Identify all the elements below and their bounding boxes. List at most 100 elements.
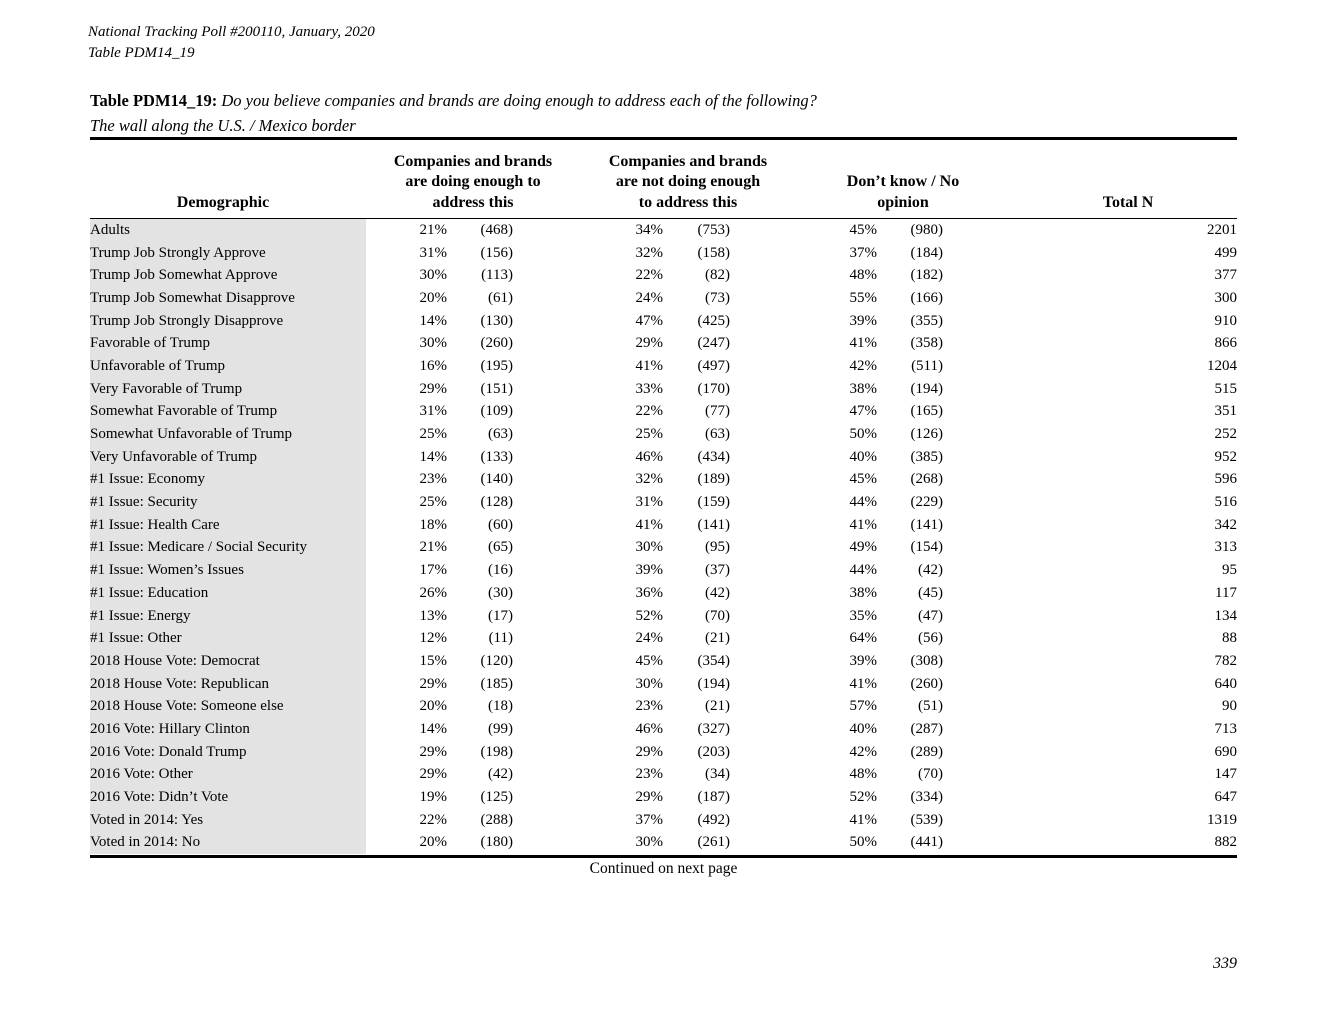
table-row: 2016 Vote: Didn’t Vote 19% (125) 29% (187) 52… [90,786,1237,809]
column-header-total-n: Total N [1102,193,1154,211]
cell-doing-enough-pct: 20% [419,698,448,715]
cell-dont-know-pct: 41% [849,675,878,692]
header-separator-rule [90,218,1237,220]
cell-total-n: 377 [1214,267,1238,284]
cell-gap [513,786,607,809]
cell-demographic: Voted in 2014: Yes [90,808,366,832]
cell-dont-know-pct: 41% [849,335,878,352]
cell-gap [513,514,607,537]
cell-not-doing-enough-n: (753) [697,221,731,238]
cell-dont-know-n: (289) [910,743,944,760]
cell-not-doing-enough-pct: 23% [635,698,664,715]
cell-dont-know-pct: 44% [849,562,878,579]
cell-doing-enough-pct: 21% [419,221,448,238]
table-row: Trump Job Somewhat Approve 30% (113) 22% (82… [90,264,1238,288]
cell-gap [730,219,821,242]
cell-not-doing-enough-pct: 30% [635,834,664,851]
cell-total-n: 782 [1214,652,1238,669]
cell-doing-enough-pct: 22% [419,811,448,828]
cell-not-doing-enough-pct: 39% [635,562,664,579]
cell-not-doing-enough-pct: 22% [635,267,664,284]
cell-not-doing-enough-n: (203) [697,743,731,760]
table-row: 2016 Vote: Other 29% (42) 23% (34) 48% (70) 147 [90,763,1238,787]
cell-dont-know-n: (45) [918,584,943,601]
cell-dont-know-n: (47) [918,607,943,624]
cell-doing-enough-pct: 25% [419,494,448,511]
cell-not-doing-enough-n: (247) [697,335,731,352]
cell-gap [366,219,390,242]
cell-gap [366,355,390,378]
cell-not-doing-enough-n: (194) [697,675,731,692]
cell-not-doing-enough-n: (95) [705,539,730,556]
cell-doing-enough-n: (195) [480,357,514,374]
cell-doing-enough-n: (198) [480,743,514,760]
table-title-subject: The wall along the U.S. / Mexico border [90,116,356,135]
cell-total-n: 342 [1214,516,1238,533]
cell-not-doing-enough-pct: 46% [635,720,664,737]
cell-not-doing-enough-n: (37) [705,562,730,579]
table-row: 2018 House Vote: Republican 29% (185) 30% (1… [90,672,1238,696]
cell-total-n: 313 [1214,539,1238,556]
cell-dont-know-pct: 38% [849,380,878,397]
cell-not-doing-enough-n: (434) [697,448,731,465]
cell-dont-know-pct: 40% [849,720,878,737]
document-header: National Tracking Poll #200110, January,… [88,22,375,64]
cell-doing-enough-n: (60) [488,516,513,533]
cell-not-doing-enough-pct: 36% [635,584,664,601]
table-row: 2016 Vote: Hillary Clinton 14% (99) 46% (327… [90,718,1237,741]
cell-dont-know-n: (385) [910,448,944,465]
cell-gap [513,832,607,855]
cell-not-doing-enough-n: (158) [697,244,731,261]
cell-demographic: #1 Issue: Education [90,582,366,605]
cell-dont-know-pct: 50% [849,426,878,443]
cell-not-doing-enough-n: (425) [697,312,731,329]
cell-demographic: #1 Issue: Health Care [90,513,366,537]
cell-doing-enough-n: (63) [488,426,513,443]
cell-dont-know-pct: 57% [849,698,878,715]
cell-dont-know-pct: 52% [849,789,878,806]
cell-gap [366,559,390,582]
cell-not-doing-enough-n: (327) [697,720,731,737]
cell-not-doing-enough-n: (354) [697,652,731,669]
cell-not-doing-enough-n: (492) [697,811,731,828]
cell-total-n: 640 [1214,675,1238,692]
cell-doing-enough-n: (120) [480,652,514,669]
cell-dont-know-pct: 40% [849,448,878,465]
cell-gap [513,605,607,628]
table-ref-line: Table PDM14_19 [88,45,195,61]
cell-demographic: Somewhat Favorable of Trump [90,400,366,424]
cell-gap [366,673,390,696]
cell-total-n: 499 [1214,244,1238,261]
table-title: Table PDM14_19: Do you believe companies… [90,88,1240,138]
cell-total-n: 147 [1214,766,1238,783]
cell-gap [730,401,821,424]
column-header-doing-enough: Companies and brands are doing enough to… [393,152,553,211]
cell-gap [730,809,821,832]
cell-total-n: 2201 [1207,221,1237,238]
cell-not-doing-enough-pct: 33% [635,380,664,397]
cell-demographic: 2016 Vote: Hillary Clinton [90,718,366,741]
cell-gap [730,695,821,718]
cell-dont-know-n: (184) [910,244,944,261]
cell-demographic: Unfavorable of Trump [90,355,366,378]
cell-not-doing-enough-pct: 22% [635,403,664,420]
cell-gap [730,764,821,787]
cell-doing-enough-pct: 12% [419,630,448,647]
cell-dont-know-n: (511) [911,357,943,374]
cell-demographic: 2016 Vote: Didn’t Vote [90,786,366,809]
cell-gap [366,242,390,265]
cell-gap [730,423,821,446]
cell-doing-enough-pct: 14% [419,312,448,329]
cell-not-doing-enough-pct: 23% [635,766,664,783]
cell-gap [730,832,821,855]
cell-dont-know-n: (334) [910,789,944,806]
cell-gap [730,332,821,355]
cell-gap [366,695,390,718]
table-row: Voted in 2014: No 20% (180) 30% (261) 50% (441… [90,831,1237,855]
cell-demographic: #1 Issue: Other [90,627,366,651]
cell-gap [513,401,607,424]
cell-doing-enough-n: (140) [480,471,514,488]
cell-gap [366,378,390,401]
cell-dont-know-n: (980) [910,221,944,238]
cell-total-n: 516 [1214,494,1238,511]
